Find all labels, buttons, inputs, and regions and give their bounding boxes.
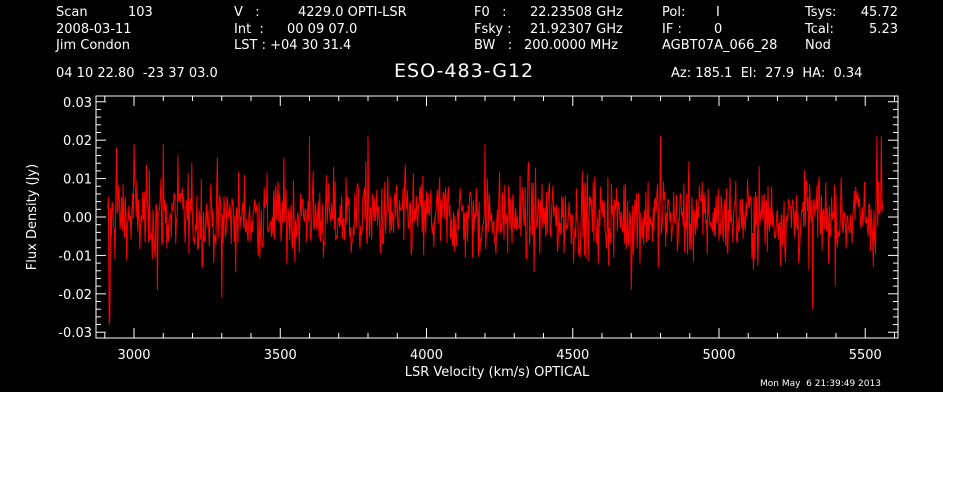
- observer-name: Jim Condon: [56, 38, 130, 53]
- integration-value: 00 09 07.0: [287, 22, 358, 37]
- plot-window: Scan 103 2008-03-11 Jim Condon V : 4229.…: [0, 0, 943, 392]
- labels-layer: LSR Velocity (km/s) OPTICAL Flux Density…: [25, 164, 590, 380]
- y-tick-label: -0.03: [58, 326, 92, 341]
- f0-value: 22.23508 GHz: [530, 5, 623, 20]
- az-el-ha-readout: Az: 185.1 El: 27.9 HA: 0.34: [671, 66, 863, 81]
- ticks-layer: 3000 3500 4000 4500 5000 5500 -0.03 -0.02 -0.01 0…: [58, 96, 898, 363]
- x-tick-label: 3500: [264, 348, 297, 363]
- tsys-value: 45.72: [860, 5, 898, 20]
- scan-label: Scan: [56, 5, 88, 20]
- polarization-value: I: [716, 5, 720, 20]
- bandwidth-label: BW :: [474, 38, 513, 53]
- x-tick-label: 4500: [556, 348, 589, 363]
- tsys-label: Tsys:: [805, 5, 837, 20]
- bandwidth-value: 200.0000 MHz: [524, 38, 618, 53]
- y-tick-label: 0.00: [63, 211, 92, 226]
- x-tick-label: 3000: [117, 348, 150, 363]
- x-axis-label: LSR Velocity (km/s) OPTICAL: [405, 365, 590, 380]
- y-tick-label: 0.02: [63, 134, 92, 149]
- polarization-label: Pol:: [662, 5, 686, 20]
- y-axis-label: Flux Density (Jy): [25, 164, 40, 270]
- scan-value: 103: [128, 5, 153, 20]
- if-value: 0: [714, 22, 723, 37]
- x-tick-label: 5500: [849, 348, 882, 363]
- tcal-value: 5.23: [869, 22, 898, 37]
- tcal-label: Tcal:: [805, 22, 834, 37]
- fsky-label: Fsky :: [474, 22, 512, 37]
- y-tick-label: -0.02: [58, 288, 92, 303]
- velocity-value: 4229.0 OPTI-LSR: [298, 5, 407, 20]
- x-tick-label: 4000: [410, 348, 443, 363]
- y-tick-label: 0.03: [63, 96, 92, 111]
- project-id: AGBT07A_066_28: [662, 38, 778, 53]
- f0-label: F0 :: [474, 5, 507, 20]
- spectrum-series-line: [107, 136, 884, 325]
- series-layer: [107, 136, 884, 325]
- observing-mode: Nod: [805, 38, 831, 53]
- spectrum-chart: 3000 3500 4000 4500 5000 5500 -0.03 -0.02 -0.01 0…: [25, 95, 899, 380]
- source-name: ESO-483-G12: [394, 60, 535, 82]
- y-tick-label: 0.01: [63, 173, 92, 188]
- lst-readout: LST : +04 30 31.4: [234, 38, 352, 53]
- fsky-value: 21.92307 GHz: [530, 22, 623, 37]
- y-tick-label: -0.01: [58, 249, 92, 264]
- render-timestamp: Mon May 6 21:39:49 2013: [760, 379, 881, 389]
- integration-label: Int :: [234, 22, 264, 37]
- x-tick-label: 5000: [702, 348, 735, 363]
- if-label: IF :: [662, 22, 682, 37]
- source-coordinates: 04 10 22.80 -23 37 03.0: [56, 66, 218, 81]
- velocity-label: V :: [234, 5, 260, 20]
- observation-date: 2008-03-11: [56, 22, 132, 37]
